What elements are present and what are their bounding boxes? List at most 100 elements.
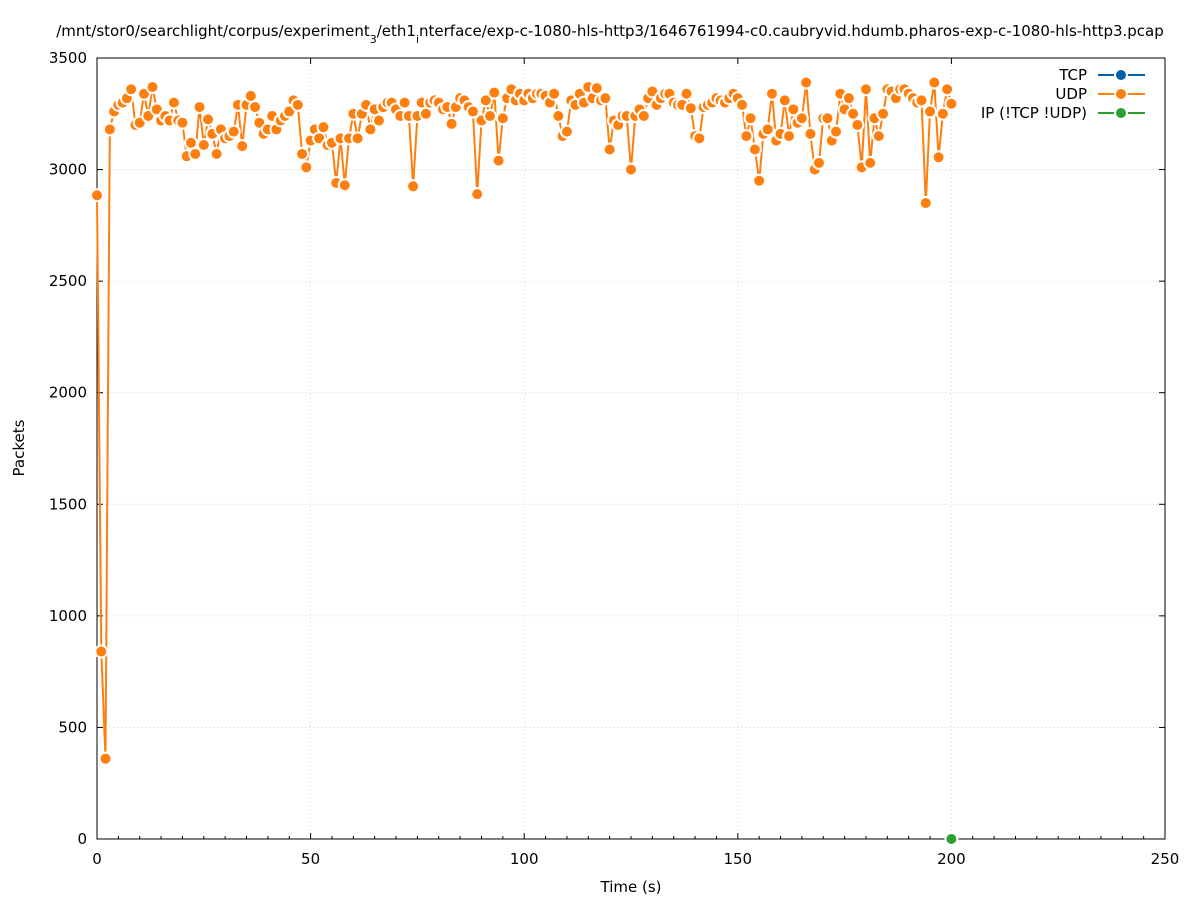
data-point [491,153,506,168]
y-tick-label: 500 [58,718,87,736]
data-point [871,129,886,144]
chart-title-part: i [416,33,419,46]
y-axis-label: Packets [10,419,28,476]
data-point [764,86,779,101]
data-point [559,124,574,139]
data-point [598,91,613,106]
data-point [735,97,750,112]
legend-item: IP (!TCP !UDP) [981,104,1145,122]
data-point [175,115,190,130]
series-line [96,82,953,759]
data-point [188,146,203,161]
y-tick-label: 3000 [49,161,87,179]
data-point [201,112,216,127]
data-point [397,95,412,110]
data-point [935,106,950,121]
legend-label: UDP [1055,85,1087,103]
data-point [940,82,955,97]
data-point [547,86,562,101]
y-tick-label: 2500 [49,272,87,290]
data-point [94,644,109,659]
data-point [166,95,181,110]
series-udp [90,75,959,766]
data-point [90,188,104,203]
data-point [752,173,767,188]
y-tick-label: 2000 [49,384,87,402]
chart-title-part: nterface/exp-c-1080-hls-http3/1646761994… [419,22,1164,40]
data-point [683,101,698,116]
y-tick-label: 1000 [49,607,87,625]
data-point [316,120,331,135]
data-point [777,93,792,108]
data-point [235,139,250,154]
chart-title-part: /mnt/stor0/searchlight/corpus/experiment [56,22,370,40]
data-point [914,93,929,108]
data-point [739,129,754,144]
y-tick-label: 3500 [49,49,87,67]
data-point [406,179,421,194]
y-tick-label: 1500 [49,495,87,513]
data-point [209,146,224,161]
data-point [923,104,938,119]
legend-marker [1114,68,1128,82]
data-point [944,832,959,846]
data-point [337,178,352,193]
data-point [876,106,891,121]
data-point [483,109,498,124]
x-tick-label: 100 [510,850,539,868]
data-point [624,162,638,177]
legend-label: TCP [1058,66,1087,84]
chart-title-part: 3 [370,33,377,46]
data-point [363,122,378,137]
data-point [841,91,856,106]
data-point [102,122,117,137]
data-point [290,97,305,112]
data-point [196,138,211,153]
x-tick-label: 0 [92,850,102,868]
series-ip-other [944,832,959,846]
chart-title: /mnt/stor0/searchlight/corpus/experiment… [56,22,1164,46]
y-tick-label: 0 [77,830,87,848]
data-point [465,104,480,119]
legend-marker [1114,106,1128,120]
legend-label: IP (!TCP !UDP) [981,104,1087,122]
x-axis-label: Time (s) [600,878,662,896]
data-point [192,100,207,115]
data-point [931,150,946,165]
data-point [470,187,485,202]
data-point [799,75,814,90]
data-point [679,86,694,101]
data-point [350,131,365,146]
data-point [794,111,809,126]
data-point [299,160,314,175]
data-point [850,117,865,132]
data-point [803,126,818,141]
legend-item: UDP [1055,85,1145,103]
data-point [636,109,651,124]
data-point [602,142,617,157]
data-point [760,122,775,137]
data-point [444,116,459,131]
legend-item: TCP [1058,66,1145,84]
data-point [124,82,139,97]
data-point [786,102,801,117]
data-point [226,124,241,139]
x-tick-label: 50 [301,850,320,868]
data-point [782,129,797,144]
y-axis: 0 500 1000 1500 2000 2500 3000 3500 [49,49,1165,848]
data-point [371,113,386,128]
data-point [811,155,826,170]
data-point [927,75,942,90]
x-tick-label: 200 [937,850,966,868]
x-tick-label: 250 [1151,850,1180,868]
data-point [487,85,502,100]
data-point [918,196,933,211]
data-point [747,142,762,157]
chart-title-part: /eth1 [377,22,416,40]
x-axis: 0 50 100 150 200 250 [92,58,1179,868]
x-tick-label: 150 [723,850,752,868]
data-point [743,111,758,126]
data-point [551,109,566,124]
data-point [495,111,510,126]
